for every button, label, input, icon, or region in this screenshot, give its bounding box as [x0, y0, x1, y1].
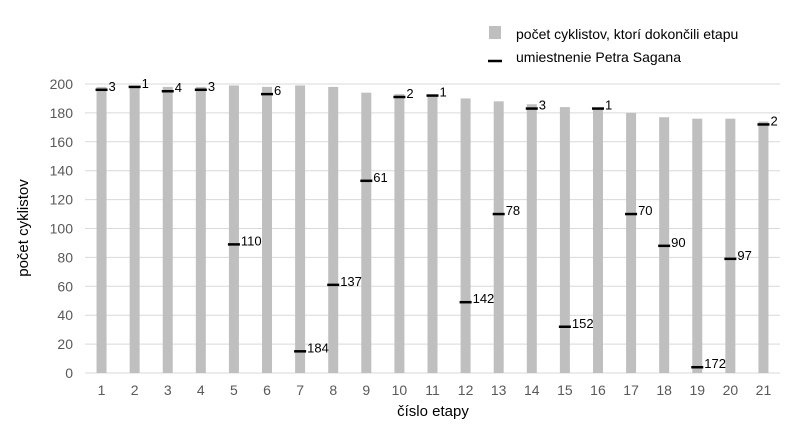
x-tick-label: 9 — [362, 382, 370, 398]
bars — [96, 85, 769, 374]
data-label: 1 — [440, 85, 447, 100]
data-label: 2 — [406, 86, 413, 101]
x-tick-label: 18 — [656, 382, 672, 398]
data-label: 110 — [241, 233, 262, 248]
data-label: 137 — [340, 274, 362, 289]
x-tick-label: 2 — [131, 382, 139, 398]
x-tick-label: 20 — [723, 382, 739, 398]
data-label: 90 — [671, 235, 685, 250]
y-tick-label: 160 — [50, 134, 74, 150]
x-tick-label: 17 — [623, 382, 639, 398]
data-label: 1 — [605, 98, 612, 113]
data-label: 3 — [208, 79, 215, 94]
bar — [692, 118, 703, 374]
bar — [129, 86, 140, 373]
x-tick-label: 4 — [197, 382, 205, 398]
x-tick-label: 7 — [296, 382, 304, 398]
x-tick-label: 11 — [425, 382, 440, 398]
x-tick-label: 16 — [590, 382, 606, 398]
legend-label-markers: umiestnenie Petra Sagana — [516, 49, 681, 65]
y-tick-label: 180 — [50, 105, 74, 121]
x-tick-label: 15 — [557, 382, 573, 398]
x-tick-label: 3 — [164, 382, 172, 398]
bar — [195, 86, 206, 373]
data-label: 3 — [109, 79, 116, 94]
y-tick-label: 60 — [57, 278, 73, 294]
bar — [295, 85, 306, 373]
y-tick-label: 40 — [57, 307, 73, 323]
bar — [758, 121, 769, 373]
y-tick-label: 100 — [50, 221, 74, 237]
x-tick-label: 21 — [756, 382, 772, 398]
x-tick-label: 13 — [491, 382, 507, 398]
bar — [394, 94, 405, 374]
data-label: 4 — [175, 80, 182, 95]
bar — [96, 86, 107, 373]
x-tick-label: 6 — [263, 382, 271, 398]
bar — [526, 104, 537, 373]
y-tick-label: 20 — [57, 336, 73, 352]
y-tick-label: 200 — [50, 76, 74, 92]
legend-label-bars: počet cyklistov, ktorí dokončili etapu — [516, 26, 738, 42]
legend-swatch-bars — [489, 26, 501, 39]
y-axis-ticks: 0 20 40 60 80 100 120 140 160 180 200 — [50, 76, 74, 381]
bar — [626, 112, 637, 374]
x-tick-label: 5 — [230, 382, 238, 398]
data-label: 2 — [770, 113, 777, 128]
x-tick-label: 19 — [689, 382, 705, 398]
bar — [559, 107, 570, 374]
x-tick-label: 10 — [392, 382, 408, 398]
x-tick-label: 1 — [98, 382, 106, 398]
x-axis-title: číslo etapy — [397, 403, 469, 420]
data-label: 1 — [142, 76, 149, 91]
bar — [361, 92, 372, 374]
bar — [592, 108, 603, 373]
data-labels: 3 1 4 3 110 6 184 137 61 2 1 142 78 3 152 1 70 90 172 97 2 — [109, 76, 778, 371]
bar — [228, 85, 239, 373]
data-label: 142 — [473, 291, 495, 306]
bar — [493, 101, 504, 373]
x-tick-label: 8 — [329, 382, 337, 398]
sagan-markers — [95, 85, 770, 369]
y-tick-label: 80 — [57, 249, 73, 265]
data-label: 152 — [572, 316, 594, 331]
bar — [162, 86, 173, 373]
data-label: 97 — [737, 248, 751, 263]
bar — [328, 86, 339, 373]
y-axis-title: počet cyklistov — [15, 179, 32, 277]
x-tick-label: 12 — [458, 382, 474, 398]
legend: počet cyklistov, ktorí dokončili etapu u… — [488, 26, 738, 65]
bar — [725, 118, 736, 374]
bar — [427, 95, 438, 373]
x-tick-label: 14 — [524, 382, 540, 398]
bar — [460, 98, 471, 373]
x-axis-ticks: 1 2 3 4 5 6 7 8 9 10 11 12 13 14 15 16 17 18 19 20 21 — [98, 382, 772, 398]
y-tick-label: 140 — [50, 163, 74, 179]
bar — [262, 86, 273, 373]
data-label: 172 — [704, 356, 726, 371]
y-tick-label: 120 — [50, 192, 74, 208]
data-label: 61 — [373, 170, 387, 185]
y-tick-label: 0 — [65, 365, 73, 381]
data-label: 3 — [539, 98, 546, 113]
data-label: 70 — [638, 203, 652, 218]
data-label: 184 — [307, 340, 329, 355]
data-label: 78 — [506, 203, 520, 218]
data-label: 6 — [274, 83, 281, 98]
